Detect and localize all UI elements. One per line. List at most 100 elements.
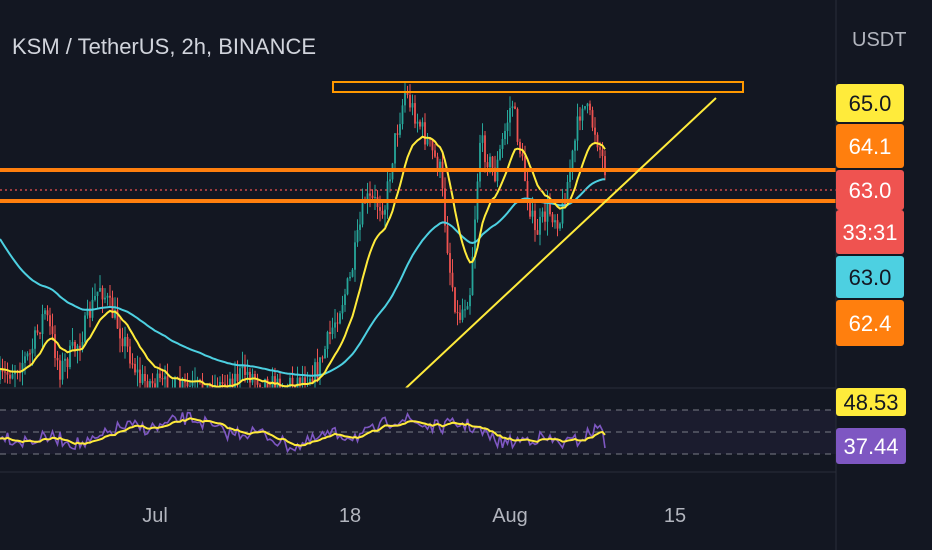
ema-fast-line: [0, 135, 606, 388]
candle: [579, 107, 581, 131]
candle: [274, 367, 276, 388]
candle: [336, 312, 339, 332]
candle: [324, 345, 326, 359]
candle: [326, 330, 329, 358]
price-label-text: 63.0: [849, 178, 892, 203]
candle: [282, 383, 283, 388]
candle: [304, 366, 306, 388]
candle: [479, 134, 481, 188]
rsi-value-label: 37.44: [836, 428, 906, 464]
candle: [334, 308, 336, 339]
rsi-line: [0, 411, 606, 454]
price-label: 64.1: [836, 124, 904, 168]
candle: [259, 383, 261, 388]
rsi-axis-labels: 48.53 37.44: [836, 388, 906, 464]
candle: [354, 230, 356, 282]
candle: [74, 339, 76, 357]
candle: [486, 154, 489, 176]
candle: [196, 376, 199, 388]
candle: [314, 358, 316, 388]
candle: [499, 144, 501, 161]
candle: [594, 117, 596, 145]
candle: [26, 351, 29, 361]
candle: [54, 325, 56, 367]
candle: [359, 211, 361, 242]
candle: [584, 106, 586, 111]
candle: [384, 205, 386, 227]
price-label-text: 62.4: [849, 311, 892, 336]
price-axis-labels: 65.0 64.1 63.0 33:31 63.0 62.4: [836, 84, 904, 346]
price-label-text: 65.0: [849, 91, 892, 116]
candle: [414, 95, 416, 129]
candle: [41, 304, 44, 347]
candle: [451, 259, 454, 292]
candle: [201, 372, 204, 388]
candle: [301, 365, 304, 388]
candle: [351, 267, 354, 278]
candle: [61, 352, 64, 385]
candle: [506, 109, 509, 145]
candle: [36, 324, 39, 336]
candle: [256, 373, 259, 388]
candle: [296, 366, 299, 388]
candle: [341, 295, 344, 320]
candle: [509, 96, 511, 137]
candle: [431, 138, 434, 160]
candle: [181, 377, 184, 388]
candle: [544, 202, 546, 231]
candle: [481, 123, 484, 153]
candle: [429, 137, 431, 147]
candle: [556, 213, 559, 237]
candle: [491, 156, 494, 176]
candle: [526, 168, 529, 211]
candle: [571, 149, 574, 180]
candle: [321, 355, 324, 363]
candle: [166, 363, 169, 388]
price-label: 65.0: [836, 84, 904, 122]
resistance-box: [332, 81, 744, 93]
price-label: 62.4: [836, 300, 904, 346]
candle: [141, 364, 144, 385]
candle: [14, 364, 16, 388]
candle: [186, 372, 189, 388]
candle: [559, 222, 561, 231]
x-tick-label: 15: [664, 505, 686, 527]
candle: [99, 275, 101, 292]
candle: [409, 84, 411, 112]
candle: [134, 358, 136, 376]
candle: [131, 353, 134, 369]
candle: [266, 376, 269, 388]
candle: [504, 123, 506, 146]
candle: [161, 368, 164, 386]
candle: [279, 371, 281, 388]
candle: [59, 354, 61, 388]
candle: [71, 328, 74, 349]
candle: [519, 138, 521, 158]
candle: [456, 300, 459, 326]
candle: [434, 143, 436, 159]
candle: [424, 113, 426, 150]
candle: [211, 375, 214, 388]
ema-slow-line: [0, 178, 606, 377]
candle: [586, 102, 589, 114]
candle: [466, 301, 469, 310]
time-axis[interactable]: Jul 18 Aug 15: [142, 505, 686, 527]
candle: [64, 353, 66, 372]
candle: [316, 348, 319, 383]
candle: [94, 283, 96, 302]
candle: [554, 214, 556, 229]
candle: [84, 312, 86, 344]
currency-label: USDT: [852, 29, 906, 51]
candle: [404, 82, 406, 113]
candle: [426, 132, 429, 147]
candle: [596, 132, 599, 152]
candle: [0, 356, 1, 385]
rsi-value-text: 37.44: [843, 434, 898, 459]
candle: [311, 365, 314, 384]
candle: [541, 207, 544, 223]
candle: [121, 327, 124, 353]
candle: [299, 376, 301, 388]
candle: [106, 292, 109, 306]
x-tick-label: Aug: [492, 505, 528, 527]
